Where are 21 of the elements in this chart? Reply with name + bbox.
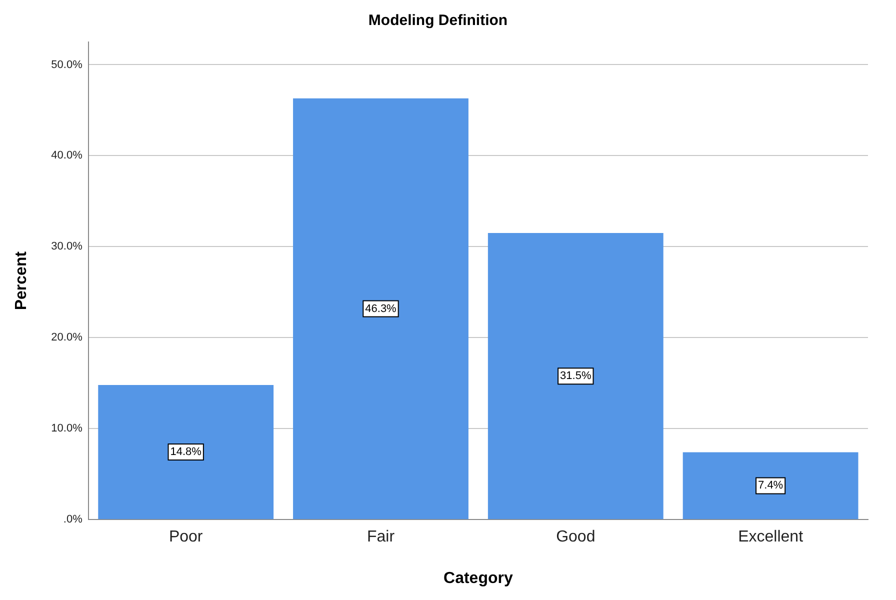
chart-title: Modeling Definition	[368, 12, 508, 30]
bar	[98, 384, 274, 520]
y-axis-title: Percent	[13, 250, 30, 310]
data-label: 46.3%	[365, 302, 397, 315]
bar	[682, 452, 858, 520]
bar	[488, 233, 664, 520]
x-tick-label: Poor	[168, 528, 204, 546]
data-label: 14.8%	[170, 446, 202, 458]
x-tick-label: Fair	[366, 528, 396, 546]
y-tick-label: 10.0%	[51, 422, 83, 435]
y-tick-label: 50.0%	[51, 58, 83, 71]
y-tick-label: 30.0%	[51, 240, 83, 253]
x-axis-title: Category	[444, 570, 513, 587]
data-label: 31.5%	[560, 370, 592, 382]
bar	[293, 98, 468, 520]
data-label: 7.4%	[758, 480, 784, 492]
x-tick-label: Excellent	[738, 528, 804, 546]
y-tick-label: 40.0%	[51, 150, 83, 162]
y-tick-label: 20.0%	[51, 332, 83, 344]
x-tick-label: Good	[556, 528, 596, 546]
y-tick-label: .0%	[63, 514, 83, 526]
